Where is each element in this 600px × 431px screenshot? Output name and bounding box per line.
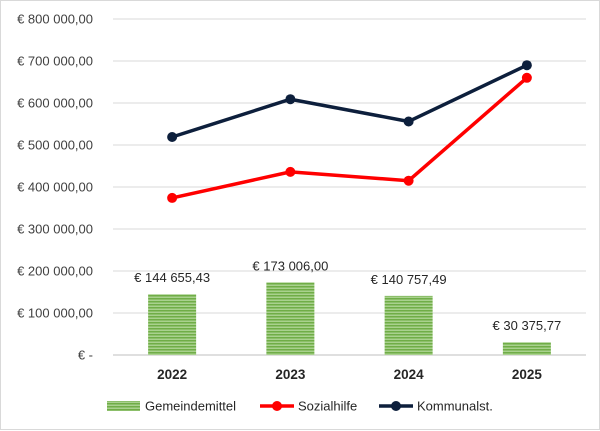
y-axis-ticks: € - € 100 000,00 € 200 000,00 € 300 000,00 €… xyxy=(17,12,93,363)
point-sozialhilfe xyxy=(285,166,296,177)
point-kommunalst xyxy=(521,60,532,71)
y-tick-label: € 100 000,00 xyxy=(17,306,93,321)
legend-label: Kommunalst. xyxy=(417,399,493,414)
bars-gemeindemittel xyxy=(148,282,551,355)
bar xyxy=(148,294,197,355)
legend-swatch-bar xyxy=(107,401,140,411)
x-tick-label: 2025 xyxy=(512,367,543,382)
bar xyxy=(266,282,315,355)
legend-swatch-marker xyxy=(391,401,401,411)
y-tick-label: € 300 000,00 xyxy=(17,222,93,237)
x-axis-ticks: 2022 2023 2024 2025 xyxy=(157,367,542,382)
bar-data-label: € 144 655,43 xyxy=(134,270,210,285)
point-sozialhilfe xyxy=(403,175,414,186)
point-sozialhilfe xyxy=(521,72,532,83)
bar-data-labels: € 144 655,43 € 173 006,00 € 140 757,49 € 30… xyxy=(134,258,561,333)
x-tick-label: 2023 xyxy=(275,367,306,382)
point-sozialhilfe xyxy=(167,192,178,203)
point-kommunalst xyxy=(403,116,414,127)
y-tick-label: € 800 000,00 xyxy=(17,12,93,27)
y-tick-label: € 700 000,00 xyxy=(17,54,93,69)
bar-data-label: € 173 006,00 xyxy=(252,258,328,273)
point-kommunalst xyxy=(167,132,178,143)
bar xyxy=(384,295,433,355)
y-tick-label: € 600 000,00 xyxy=(17,96,93,111)
legend-label: Sozialhilfe xyxy=(298,399,357,414)
line-series xyxy=(167,60,532,203)
y-tick-label: € 400 000,00 xyxy=(17,180,93,195)
legend-label: Gemeindemittel xyxy=(145,399,236,414)
line-kommunalst xyxy=(171,63,528,139)
x-tick-label: 2024 xyxy=(394,367,425,382)
y-tick-label: € 500 000,00 xyxy=(17,138,93,153)
point-kommunalst xyxy=(285,94,296,105)
line-sozialhilfe xyxy=(171,76,529,200)
x-tick-label: 2022 xyxy=(157,367,187,382)
bar xyxy=(502,342,551,355)
y-tick-label: € - xyxy=(78,348,93,363)
y-tick-label: € 200 000,00 xyxy=(17,264,93,279)
bar-data-label: € 30 375,77 xyxy=(493,318,562,333)
bar-data-label: € 140 757,49 xyxy=(371,272,447,287)
legend-swatch-marker xyxy=(272,401,282,411)
legend: Gemeindemittel Sozialhilfe Kommunalst. xyxy=(107,399,493,414)
